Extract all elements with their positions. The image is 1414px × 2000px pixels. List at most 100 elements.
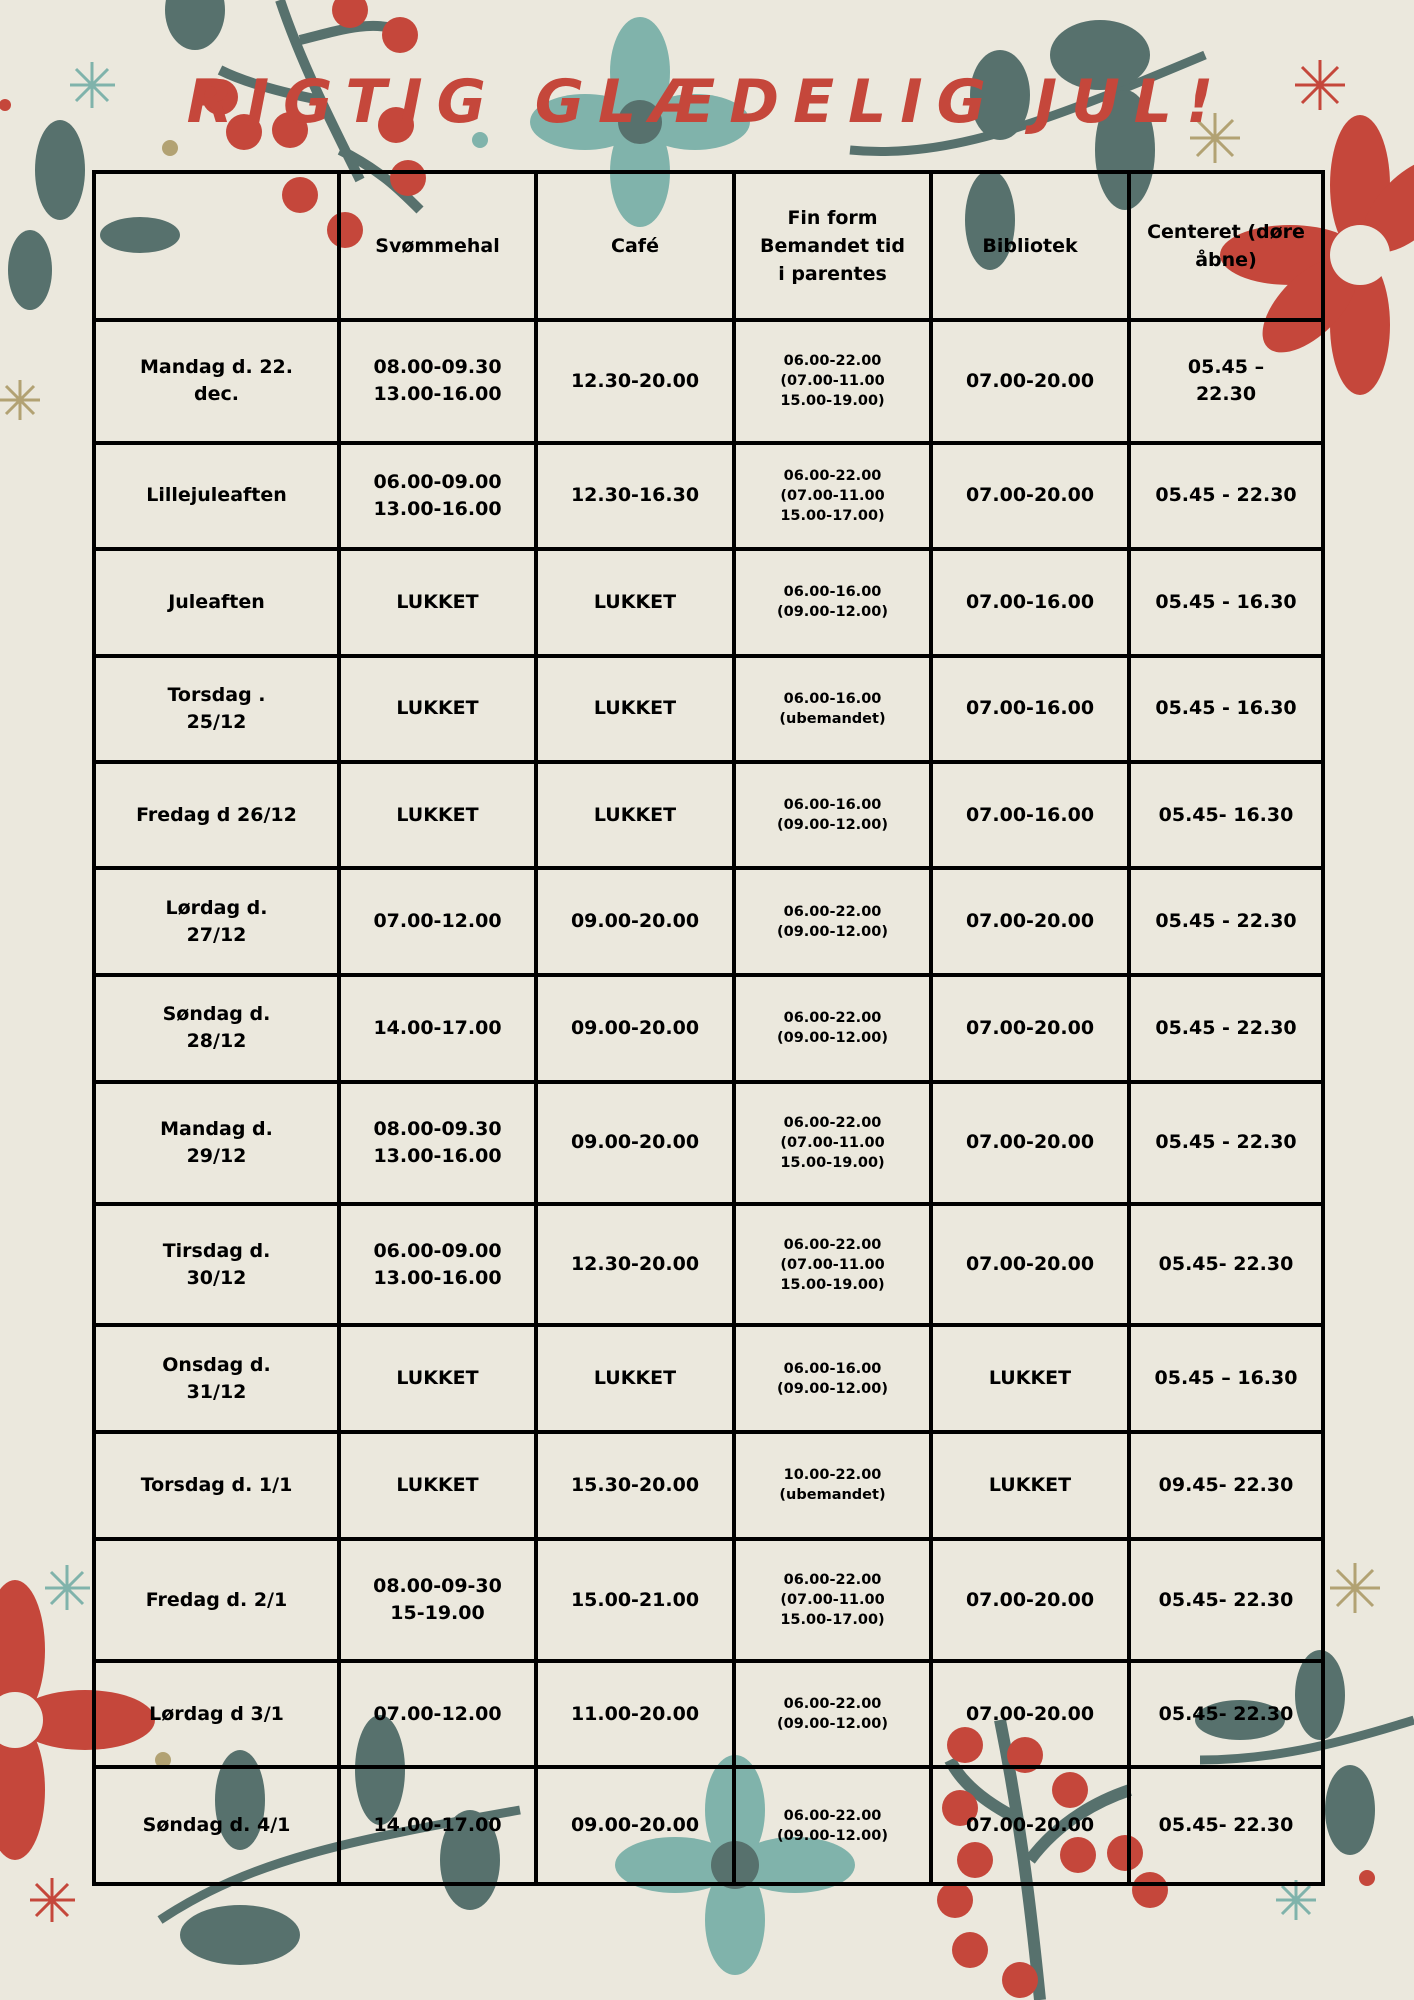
cell-cafe: 12.30-16.30: [534, 440, 736, 551]
table-row: Fredag d 26/12 LUKKET LUKKET 06.00-16.00 (0…: [92, 760, 1325, 871]
table-row: Onsdag d. 31/12 LUKKET LUKKET 06.00-16.00 (…: [92, 1323, 1325, 1434]
cell-centeret: 05.45- 16.30: [1127, 760, 1325, 871]
cell-day: Fredag d 26/12: [92, 760, 341, 871]
cell-finform: 06.00-22.00 (07.00-11.00 15.00-17.00): [732, 440, 933, 551]
table-header-row: Svømmehal Café Fin form Bemandet tid i p…: [92, 169, 1325, 323]
header-cell-bibliotek: Bibliotek: [929, 169, 1131, 323]
table-row: Torsdag . 25/12 LUKKET LUKKET 06.00-16.00 (…: [92, 653, 1325, 765]
cell-svommehal: 06.00-09.00 13.00-16.00: [337, 440, 538, 551]
cell-cafe: LUKKET: [534, 1323, 736, 1434]
cell-day: Mandag d. 22. dec.: [92, 318, 341, 445]
cell-cafe: 11.00-20.00: [534, 1659, 736, 1770]
holiday-opening-hours-table: Svømmehal Café Fin form Bemandet tid i p…: [92, 169, 1325, 1886]
cell-svommehal: LUKKET: [337, 760, 538, 871]
cell-centeret: 05.45- 22.30: [1127, 1202, 1325, 1328]
cell-cafe: LUKKET: [534, 653, 736, 765]
cell-cafe: 15.30-20.00: [534, 1429, 736, 1541]
cell-centeret: 05.45- 22.30: [1127, 1536, 1325, 1664]
cell-centeret: 05.45 - 22.30: [1127, 1079, 1325, 1207]
cell-svommehal: 08.00-09-30 15-19.00: [337, 1536, 538, 1664]
cell-finform: 06.00-22.00 (09.00-12.00): [732, 1765, 933, 1886]
table-row: Tirsdag d. 30/12 06.00-09.00 13.00-16.00 1…: [92, 1202, 1325, 1328]
cell-svommehal: LUKKET: [337, 653, 538, 765]
cell-bibliotek: 07.00-16.00: [929, 546, 1131, 658]
header-cell-finform: Fin form Bemandet tid i parentes: [732, 169, 933, 323]
cell-cafe: 09.00-20.00: [534, 973, 736, 1084]
cell-finform: 06.00-22.00 (07.00-11.00 15.00-17.00): [732, 1536, 933, 1664]
cell-svommehal: 08.00-09.30 13.00-16.00: [337, 1079, 538, 1207]
table-row: Lørdag d. 27/12 07.00-12.00 09.00-20.00 06.…: [92, 866, 1325, 978]
header-cell-centeret: Centeret (døre åbne): [1127, 169, 1325, 323]
cell-day: Torsdag d. 1/1: [92, 1429, 341, 1541]
cell-svommehal: LUKKET: [337, 1323, 538, 1434]
cell-svommehal: 07.00-12.00: [337, 1659, 538, 1770]
cell-day: Mandag d. 29/12: [92, 1079, 341, 1207]
cell-cafe: 15.00-21.00: [534, 1536, 736, 1664]
page-title: RIGTIG GLÆDELIG JUL!: [186, 67, 1228, 137]
table-row: Juleaften LUKKET LUKKET 06.00-16.00 (09.00-…: [92, 546, 1325, 658]
table-row: Lørdag d 3/1 07.00-12.00 11.00-20.00 06.00-…: [92, 1659, 1325, 1770]
cell-day: Torsdag . 25/12: [92, 653, 341, 765]
cell-centeret: 05.45 - 22.30: [1127, 866, 1325, 978]
cell-centeret: 05.45 - 16.30: [1127, 653, 1325, 765]
cell-bibliotek: 07.00-20.00: [929, 1079, 1131, 1207]
cell-finform: 06.00-22.00 (09.00-12.00): [732, 973, 933, 1084]
cell-centeret: 09.45- 22.30: [1127, 1429, 1325, 1541]
cell-svommehal: 14.00-17.00: [337, 1765, 538, 1886]
cell-bibliotek: LUKKET: [929, 1429, 1131, 1541]
cell-finform: 06.00-16.00 (ubemandet): [732, 653, 933, 765]
cell-cafe: 12.30-20.00: [534, 318, 736, 445]
cell-centeret: 05.45 - 22.30: [1127, 440, 1325, 551]
table-row: Søndag d. 28/12 14.00-17.00 09.00-20.00 06.…: [92, 973, 1325, 1084]
table-row: Lillejuleaften 06.00-09.00 13.00-16.00 12.…: [92, 440, 1325, 551]
cell-finform: 06.00-16.00 (09.00-12.00): [732, 546, 933, 658]
cell-bibliotek: 07.00-20.00: [929, 1765, 1131, 1886]
cell-day: Onsdag d. 31/12: [92, 1323, 341, 1434]
cell-bibliotek: LUKKET: [929, 1323, 1131, 1434]
cell-day: Søndag d. 28/12: [92, 973, 341, 1084]
cell-finform: 06.00-22.00 (07.00-11.00 15.00-19.00): [732, 1202, 933, 1328]
cell-finform: 06.00-22.00 (09.00-12.00): [732, 1659, 933, 1770]
table-row: Fredag d. 2/1 08.00-09-30 15-19.00 15.00-2…: [92, 1536, 1325, 1664]
cell-finform: 06.00-16.00 (09.00-12.00): [732, 760, 933, 871]
table-row: Mandag d. 29/12 08.00-09.30 13.00-16.00 09…: [92, 1079, 1325, 1207]
cell-day: Lørdag d 3/1: [92, 1659, 341, 1770]
cell-bibliotek: 07.00-20.00: [929, 866, 1131, 978]
cell-cafe: 09.00-20.00: [534, 1079, 736, 1207]
cell-svommehal: 07.00-12.00: [337, 866, 538, 978]
cell-day: Søndag d. 4/1: [92, 1765, 341, 1886]
cell-bibliotek: 07.00-20.00: [929, 440, 1131, 551]
cell-finform: 10.00-22.00 (ubemandet): [732, 1429, 933, 1541]
cell-cafe: 09.00-20.00: [534, 1765, 736, 1886]
cell-centeret: 05.45 - 16.30: [1127, 546, 1325, 658]
cell-day: Juleaften: [92, 546, 341, 658]
cell-finform: 06.00-22.00 (09.00-12.00): [732, 866, 933, 978]
cell-cafe: LUKKET: [534, 546, 736, 658]
cell-cafe: LUKKET: [534, 760, 736, 871]
cell-bibliotek: 07.00-20.00: [929, 318, 1131, 445]
cell-bibliotek: 07.00-16.00: [929, 653, 1131, 765]
cell-bibliotek: 07.00-20.00: [929, 1536, 1131, 1664]
cell-svommehal: LUKKET: [337, 546, 538, 658]
cell-day: Fredag d. 2/1: [92, 1536, 341, 1664]
table-row: Torsdag d. 1/1 LUKKET 15.30-20.00 10.00-22.…: [92, 1429, 1325, 1541]
cell-cafe: 12.30-20.00: [534, 1202, 736, 1328]
table-row: Mandag d. 22. dec. 08.00-09.30 13.00-16.0…: [92, 318, 1325, 445]
cell-finform: 06.00-22.00 (07.00-11.00 15.00-19.00): [732, 1079, 933, 1207]
header-cell-svommehal: Svømmehal: [337, 169, 538, 323]
cell-svommehal: 06.00-09.00 13.00-16.00: [337, 1202, 538, 1328]
cell-finform: 06.00-22.00 (07.00-11.00 15.00-19.00): [732, 318, 933, 445]
cell-centeret: 05.45 – 22.30: [1127, 318, 1325, 445]
cell-day: Lørdag d. 27/12: [92, 866, 341, 978]
cell-day: Lillejuleaften: [92, 440, 341, 551]
sparkle-icons: [0, 60, 1380, 1922]
cell-finform: 06.00-16.00 (09.00-12.00): [732, 1323, 933, 1434]
cell-bibliotek: 07.00-20.00: [929, 1202, 1131, 1328]
cell-centeret: 05.45- 22.30: [1127, 1659, 1325, 1770]
cell-day: Tirsdag d. 30/12: [92, 1202, 341, 1328]
cell-bibliotek: 07.00-20.00: [929, 1659, 1131, 1770]
cell-bibliotek: 07.00-20.00: [929, 973, 1131, 1084]
cell-cafe: 09.00-20.00: [534, 866, 736, 978]
cell-centeret: 05.45- 22.30: [1127, 1765, 1325, 1886]
cell-centeret: 05.45 – 16.30: [1127, 1323, 1325, 1434]
